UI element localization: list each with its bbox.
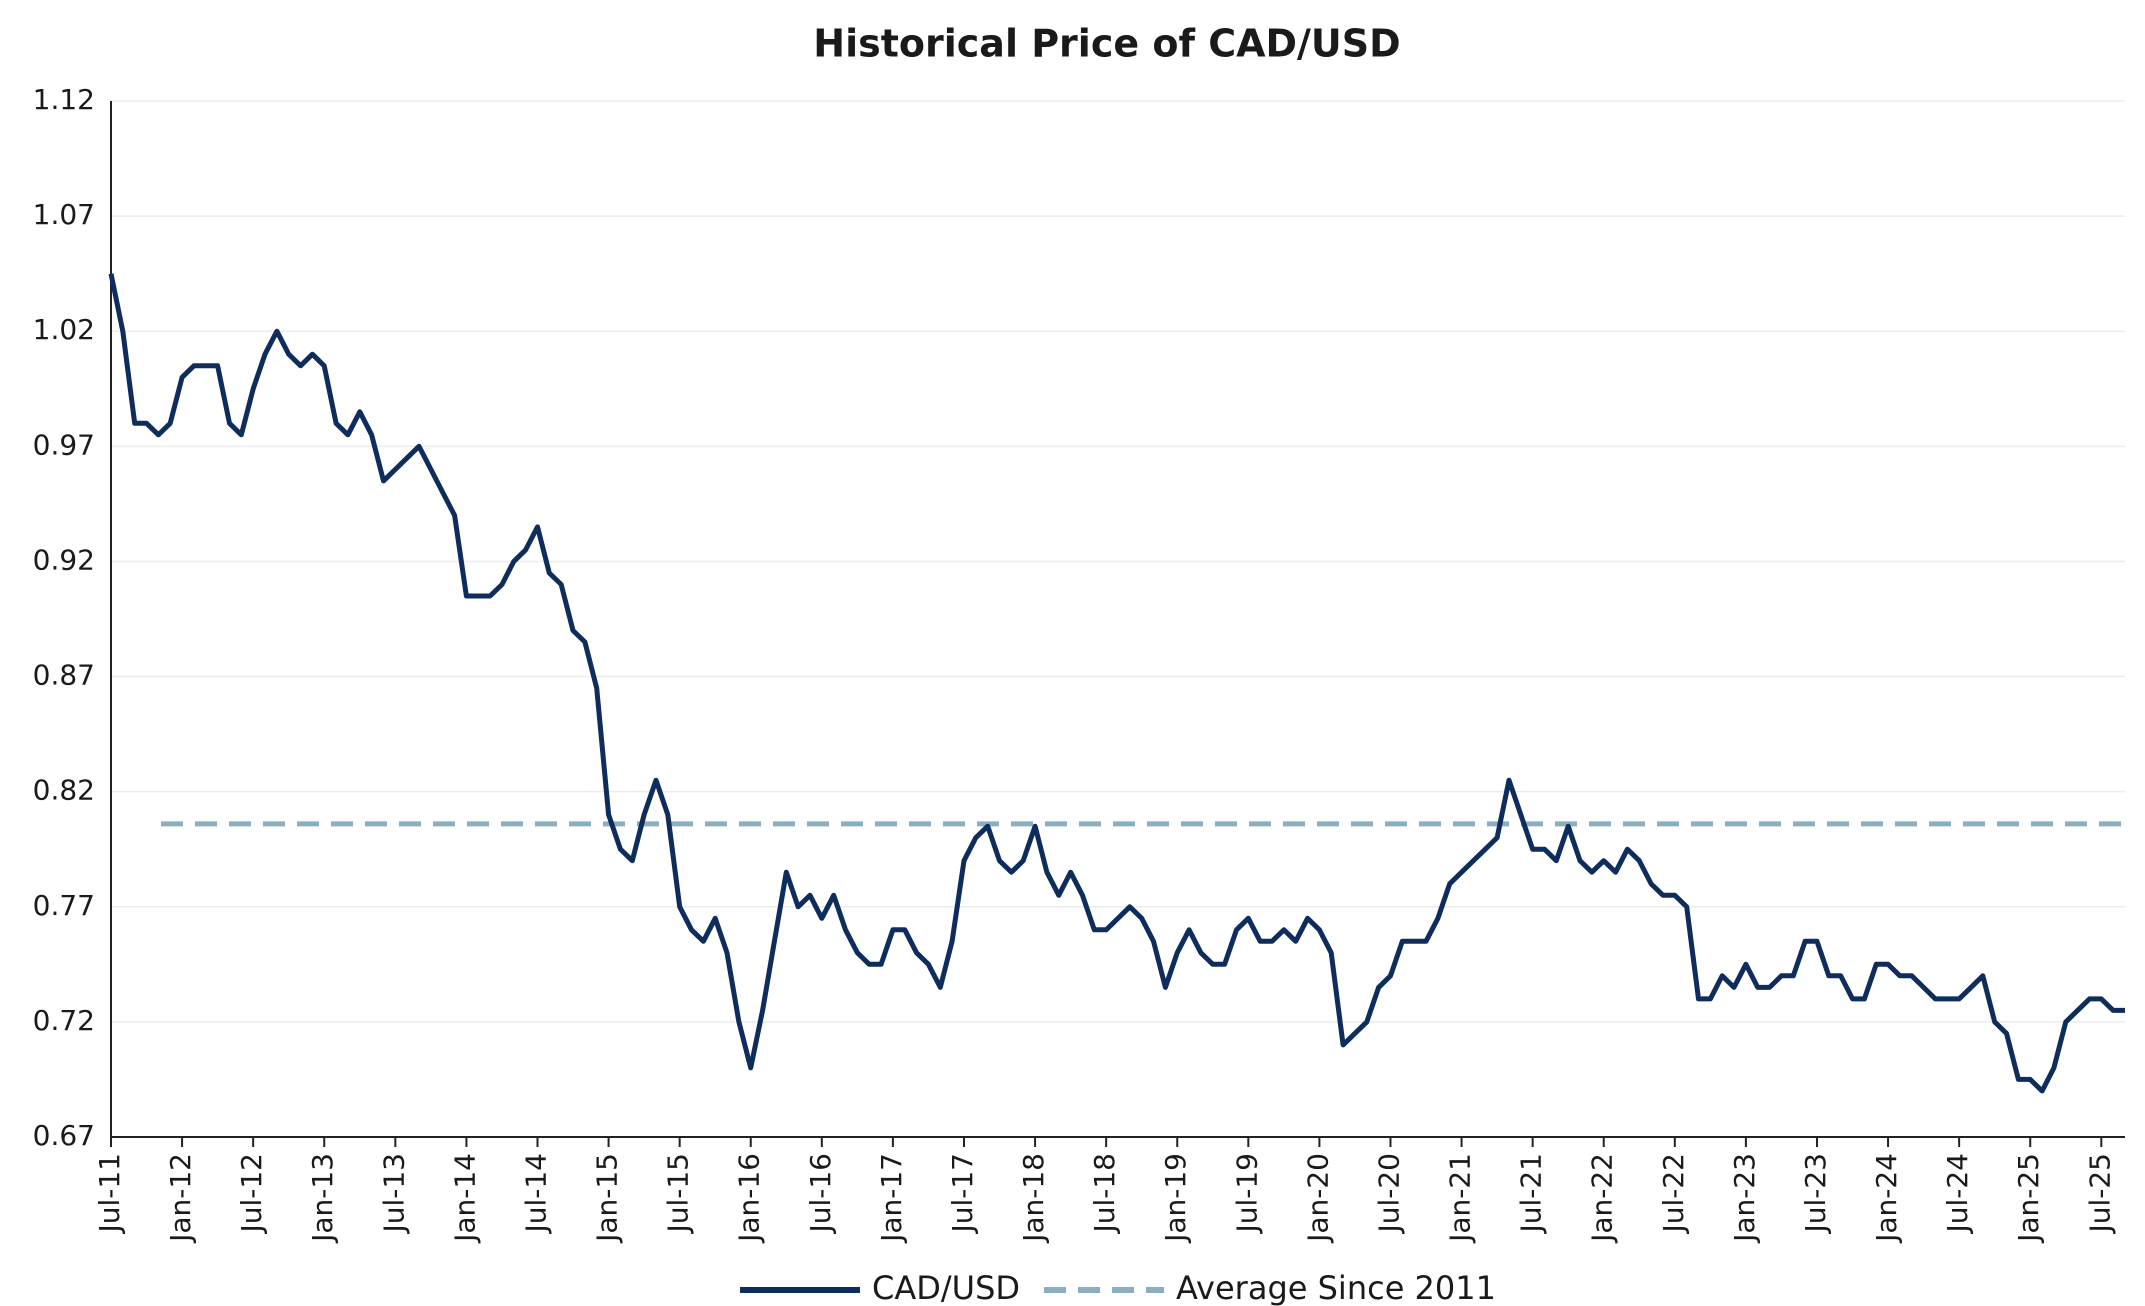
x-tick-label: Jan-18: [1017, 1153, 1050, 1244]
x-tick-label: Jan-23: [1728, 1153, 1761, 1244]
y-tick-label: 0.72: [33, 1004, 95, 1037]
x-tick-label: Jan-21: [1444, 1153, 1477, 1244]
x-tick-label: Jul-12: [235, 1153, 268, 1235]
y-tick-label: 0.87: [33, 659, 95, 692]
x-tick-label: Jan-22: [1586, 1153, 1619, 1244]
y-tick-label: 0.67: [33, 1119, 95, 1152]
x-tick-label: Jan-25: [2012, 1153, 2045, 1244]
x-tick-label: Jul-20: [1372, 1153, 1405, 1235]
x-tick-label: Jul-18: [1088, 1153, 1121, 1235]
x-tick-label: Jul-13: [377, 1153, 410, 1235]
y-tick-label: 1.02: [33, 313, 95, 346]
x-tick-label: Jul-15: [662, 1153, 695, 1235]
x-tick-label: Jan-24: [1870, 1153, 1903, 1244]
x-tick-label: Jul-22: [1657, 1153, 1690, 1235]
x-tick-label: Jul-19: [1230, 1153, 1263, 1235]
series-line: [108, 273, 2125, 1094]
x-tick-label: Jan-19: [1159, 1153, 1192, 1244]
y-tick-label: 1.07: [33, 198, 95, 231]
x-tick-label: Jul-11: [93, 1153, 126, 1235]
y-tick-label: 1.12: [33, 83, 95, 116]
x-tick-label: Jul-25: [2083, 1153, 2116, 1235]
x-tick-label: Jul-16: [804, 1153, 837, 1235]
x-tick-label: Jan-14: [448, 1153, 481, 1244]
y-tick-label: 0.92: [33, 543, 95, 576]
x-tick-label: Jan-16: [733, 1153, 766, 1244]
x-tick-label: Jan-13: [306, 1153, 339, 1244]
x-tick-label: Jul-17: [946, 1153, 979, 1235]
y-tick-label: 0.97: [33, 428, 95, 461]
x-tick-label: Jul-23: [1799, 1153, 1832, 1235]
x-tick-label: Jul-14: [519, 1153, 552, 1235]
y-tick-label: 0.82: [33, 774, 95, 807]
legend-label: Average Since 2011: [1176, 1269, 1496, 1306]
x-tick-label: Jan-20: [1301, 1153, 1334, 1244]
x-tick-label: Jul-24: [1941, 1153, 1974, 1235]
y-tick-label: 0.77: [33, 889, 95, 922]
legend-label: CAD/USD: [872, 1269, 1020, 1306]
x-tick-label: Jan-17: [875, 1153, 908, 1244]
x-tick-label: Jan-15: [591, 1153, 624, 1244]
chart-title: Historical Price of CAD/USD: [813, 22, 1400, 66]
x-tick-label: Jan-12: [164, 1153, 197, 1244]
x-tick-label: Jul-21: [1515, 1153, 1548, 1235]
